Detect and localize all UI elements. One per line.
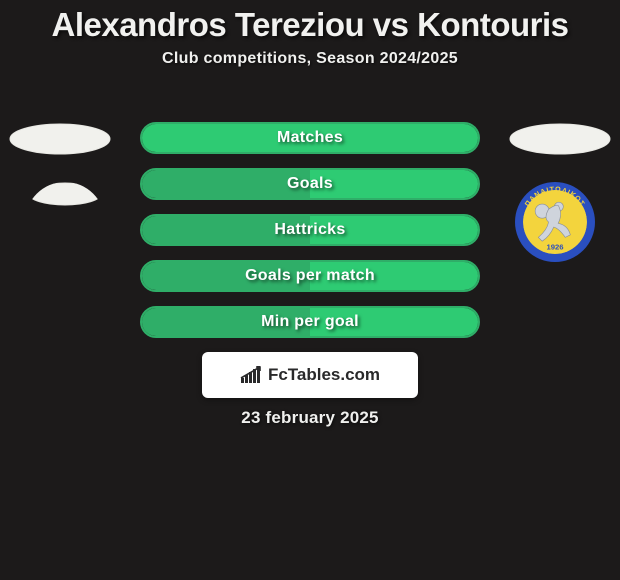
stat-rows: 3Matches 0Goals 0Hattricks Goals per match M… (140, 122, 480, 352)
date-label: 23 february 2025 (0, 408, 620, 428)
stat-label: Hattricks (142, 216, 478, 244)
player-left-club-logo (25, 182, 105, 262)
ellipse-icon (5, 122, 115, 177)
stat-row: 3Matches (140, 122, 480, 154)
stat-label: Goals per match (142, 262, 478, 290)
stat-label: Matches (142, 124, 478, 152)
stat-row: Goals per match (140, 260, 480, 292)
stat-row: Min per goal (140, 306, 480, 338)
comparison-card: Alexandros Tereziou vs Kontouris Club co… (0, 0, 620, 580)
bar-chart-icon (240, 366, 262, 384)
ellipse-icon (505, 122, 615, 177)
player-left-badge (5, 122, 115, 177)
player-right-club-logo: ΠΑΝΑΙΤΩΛΙΚΟΣ 1926 (515, 182, 595, 262)
stat-label: Min per goal (142, 308, 478, 336)
page-title: Alexandros Tereziou vs Kontouris (0, 0, 620, 44)
player-right-badge: ΠΑΝΑΙΤΩΛΙΚΟΣ 1926 (505, 122, 615, 177)
watermark: FcTables.com (202, 352, 418, 398)
stat-row: 0Goals (140, 168, 480, 200)
discus-thrower-icon: 1926 (523, 190, 587, 254)
watermark-text: FcTables.com (268, 365, 380, 385)
page-subtitle: Club competitions, Season 2024/2025 (0, 50, 620, 68)
stat-row: 0Hattricks (140, 214, 480, 246)
stat-label: Goals (142, 170, 478, 198)
svg-text:1926: 1926 (546, 243, 563, 252)
